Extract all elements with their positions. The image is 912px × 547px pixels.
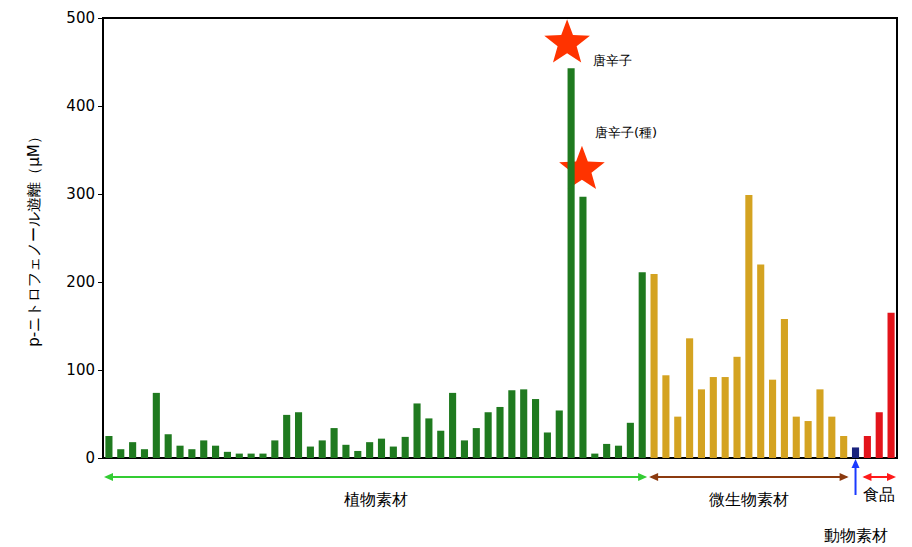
svg-text:500: 500 [66,9,95,27]
svg-text:300: 300 [66,185,95,203]
svg-text:p-ニトロフェノール遊離（μM）: p-ニトロフェノール遊離（μM） [25,129,43,346]
svg-text:400: 400 [66,97,95,115]
svg-text:植物素材: 植物素材 [344,490,408,509]
svg-text:200: 200 [66,273,95,291]
svg-text:唐辛子(種): 唐辛子(種) [595,125,657,140]
svg-text:唐辛子: 唐辛子 [593,53,632,68]
svg-text:動物素材: 動物素材 [824,526,888,545]
svg-text:0: 0 [85,449,95,467]
svg-text:100: 100 [66,361,95,379]
svg-text:微生物素材: 微生物素材 [709,490,789,509]
svg-text:食品: 食品 [863,485,895,504]
